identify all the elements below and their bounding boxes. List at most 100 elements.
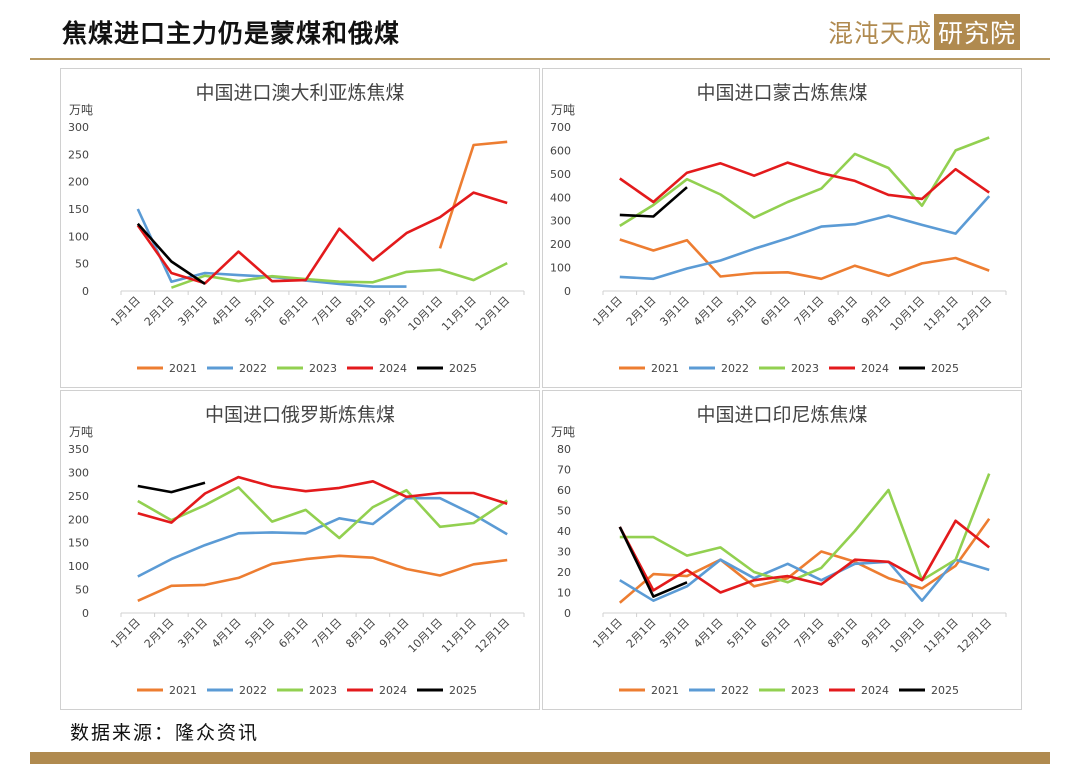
brand-name: 混沌天成 [828, 19, 933, 48]
legend-label-2021: 2021 [169, 684, 197, 697]
header-divider [30, 58, 1050, 60]
y-tick-label: 0 [564, 285, 571, 298]
legend-label-2022: 2022 [721, 362, 749, 375]
x-tick-label: 7月1日 [310, 294, 345, 329]
y-tick-label: 150 [68, 537, 89, 550]
chart-title: 中国进口澳大利亚炼焦煤 [195, 82, 404, 104]
legend-label-2024: 2024 [861, 684, 889, 697]
x-tick-label: 6月1日 [276, 294, 311, 329]
brand-suffix: 研究院 [934, 14, 1021, 50]
x-tick-label: 11月1日 [439, 616, 479, 656]
legend-label-2025: 2025 [931, 362, 959, 375]
series-line-2025 [136, 222, 206, 285]
x-tick-label: 1月1日 [590, 294, 625, 329]
x-tick-label: 10月1日 [406, 616, 446, 656]
legend-label-2021: 2021 [651, 362, 679, 375]
series-line-2023 [137, 486, 508, 540]
chart-title: 中国进口俄罗斯炼焦煤 [205, 404, 395, 426]
x-tick-label: 3月1日 [175, 294, 210, 329]
series-line-2023 [170, 261, 508, 289]
x-tick-label: 7月1日 [792, 294, 827, 329]
legend-label-2024: 2024 [861, 362, 889, 375]
x-tick-label: 8月1日 [343, 294, 378, 329]
x-tick-label: 3月1日 [175, 616, 210, 651]
legend-label-2022: 2022 [721, 684, 749, 697]
x-tick-label: 2月1日 [142, 616, 177, 651]
x-tick-label: 10月1日 [888, 294, 928, 334]
x-tick-label: 11月1日 [921, 616, 961, 656]
series-line-2022 [619, 195, 991, 281]
chart-title: 中国进口印尼炼焦煤 [696, 404, 867, 426]
y-unit-label: 万吨 [551, 425, 575, 439]
y-tick-label: 50 [557, 505, 571, 518]
y-tick-label: 10 [557, 587, 571, 600]
y-tick-label: 300 [550, 215, 571, 228]
y-unit-label: 万吨 [69, 103, 93, 117]
legend-label-2024: 2024 [379, 362, 407, 375]
x-tick-label: 12月1日 [955, 294, 995, 334]
y-tick-label: 250 [68, 490, 89, 503]
source-note: 数据来源：隆众资讯 [70, 722, 260, 744]
legend-label-2022: 2022 [239, 684, 267, 697]
y-tick-label: 50 [75, 584, 89, 597]
y-tick-label: 300 [68, 466, 89, 479]
x-tick-label: 11月1日 [921, 294, 961, 334]
y-tick-label: 0 [82, 285, 89, 298]
x-tick-label: 12月1日 [955, 616, 995, 656]
chart-panel-indonesia: 中国进口印尼炼焦煤 万吨 0 10 20 30 40 50 60 70 80 1月1日 2月1日 3月1日… [542, 390, 1022, 710]
y-tick-label: 60 [557, 484, 571, 497]
series-line-2021 [137, 554, 508, 602]
y-unit-label: 万吨 [551, 103, 575, 117]
y-tick-label: 20 [557, 566, 571, 579]
legend-label-2025: 2025 [449, 362, 477, 375]
x-tick-label: 6月1日 [758, 616, 793, 651]
series-line-2023 [619, 473, 991, 584]
y-tick-label: 500 [550, 168, 571, 181]
x-tick-label: 6月1日 [276, 616, 311, 651]
y-tick-label: 80 [557, 443, 571, 456]
y-tick-label: 200 [68, 513, 89, 526]
x-tick-label: 3月1日 [657, 294, 692, 329]
x-tick-label: 1月1日 [108, 294, 143, 329]
series-line-2025 [619, 186, 688, 218]
y-tick-label: 100 [550, 262, 571, 275]
page-title: 焦煤进口主力仍是蒙煤和俄煤 [62, 19, 401, 48]
y-tick-label: 0 [82, 607, 89, 620]
series-line-2025 [137, 481, 206, 494]
y-unit-label: 万吨 [69, 425, 93, 439]
y-tick-label: 100 [68, 230, 89, 243]
y-tick-label: 200 [550, 238, 571, 251]
series-line-2025 [618, 526, 688, 598]
y-tick-label: 250 [68, 148, 89, 161]
legend-label-2023: 2023 [791, 684, 819, 697]
y-tick-label: 0 [564, 607, 571, 620]
x-tick-label: 4月1日 [209, 294, 244, 329]
series-line-2022 [137, 496, 508, 578]
x-tick-label: 10月1日 [406, 294, 446, 334]
chart-panel-mongolia: 中国进口蒙古炼焦煤 万吨 0 100 200 300 400 500 600 700 1月1日 2月1… [542, 68, 1022, 388]
series-line-2024 [136, 191, 508, 285]
series-line-2022 [619, 558, 990, 602]
chart-panel-australia: 中国进口澳大利亚炼焦煤 万吨 0 50 100 150 200 250 300 1月1日 2月1日 3… [60, 68, 540, 388]
x-tick-label: 2月1日 [624, 294, 659, 329]
chart-panel-russia: 中国进口俄罗斯炼焦煤 万吨 0 50 100 150 200 250 300 350 1月1日 2月1… [60, 390, 540, 710]
x-tick-label: 6月1日 [758, 294, 793, 329]
x-tick-label: 11月1日 [439, 294, 479, 334]
series-line-2024 [618, 519, 991, 594]
brand-logo: 混沌天成 研究院 [828, 14, 1021, 50]
x-tick-label: 8月1日 [825, 294, 860, 329]
legend-label-2021: 2021 [169, 362, 197, 375]
series-line-2023 [619, 136, 990, 228]
x-tick-label: 4月1日 [691, 616, 726, 651]
x-tick-label: 12月1日 [473, 616, 513, 656]
y-tick-label: 200 [68, 176, 89, 189]
x-tick-label: 2月1日 [624, 616, 659, 651]
x-tick-label: 7月1日 [310, 616, 345, 651]
x-tick-label: 1月1日 [108, 616, 143, 651]
x-tick-label: 7月1日 [792, 616, 827, 651]
y-tick-label: 100 [68, 560, 89, 573]
x-tick-label: 8月1日 [825, 616, 860, 651]
y-tick-label: 150 [68, 203, 89, 216]
